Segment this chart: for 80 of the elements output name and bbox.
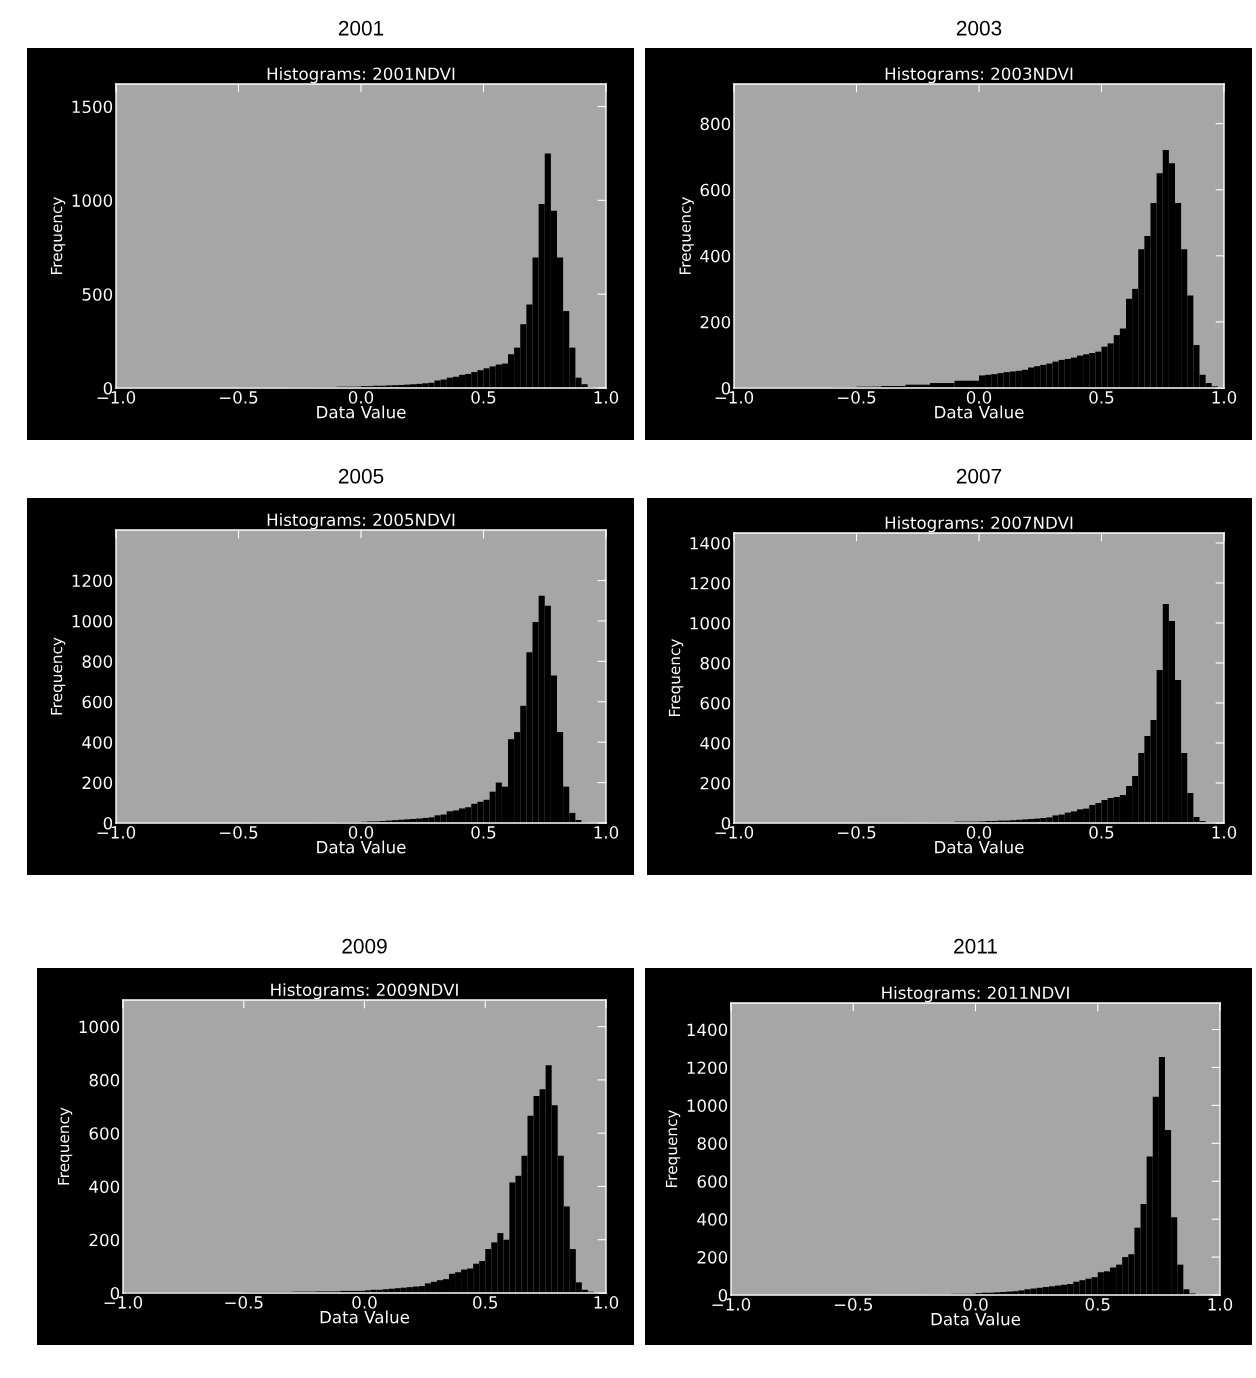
x-axis-title: Data Value bbox=[935, 405, 1024, 419]
x-tick-label: 0.5 bbox=[473, 1296, 498, 1309]
x-tick-label: 1.0 bbox=[594, 1296, 619, 1309]
y-tick-label: 500 bbox=[82, 288, 113, 301]
y-tick-label: 800 bbox=[700, 656, 731, 670]
x-axis-title: Data Value bbox=[931, 1312, 1021, 1326]
chart-title: 2001 bbox=[338, 20, 384, 36]
y-tick-label: 400 bbox=[697, 1213, 728, 1226]
chart-subtitle: Histograms: 2007NDVI bbox=[885, 516, 1073, 533]
x-tick-label: 1.0 bbox=[594, 826, 619, 839]
x-tick-label: 0.0 bbox=[966, 826, 992, 839]
y-tick-label: 1000 bbox=[79, 1020, 120, 1034]
chart-title: 2011 bbox=[954, 938, 997, 954]
x-tick-label: 0.0 bbox=[352, 1296, 377, 1309]
x-axis-title: Data Value bbox=[317, 840, 406, 854]
chart-title: 2009 bbox=[342, 938, 387, 954]
x-tick-label: −0.5 bbox=[834, 1298, 873, 1311]
y-tick-label: 1200 bbox=[72, 574, 113, 588]
y-tick-label: 400 bbox=[82, 736, 113, 749]
y-axis-title: Frequency bbox=[50, 637, 66, 715]
x-tick-label: −0.5 bbox=[220, 826, 258, 839]
y-tick-label: 1400 bbox=[687, 1023, 728, 1037]
y-tick-label: 600 bbox=[700, 183, 731, 197]
chart-subtitle: Histograms: 2001NDVI bbox=[267, 67, 455, 84]
x-axis-title: Data Value bbox=[317, 405, 406, 419]
x-tick-label: 1.0 bbox=[1208, 1298, 1233, 1311]
y-tick-label: 600 bbox=[700, 696, 731, 710]
y-tick-label: 1400 bbox=[690, 536, 731, 550]
x-axis-title: Data Value bbox=[320, 1310, 410, 1324]
x-tick-label: 0.0 bbox=[966, 391, 992, 404]
x-tick-label: 1.0 bbox=[594, 391, 619, 404]
y-tick-label: 200 bbox=[82, 776, 113, 790]
y-tick-label: 1000 bbox=[72, 194, 113, 207]
y-tick-label: 1000 bbox=[72, 614, 113, 628]
y-tick-label: 800 bbox=[697, 1137, 728, 1150]
y-tick-label: 600 bbox=[697, 1175, 728, 1188]
x-axis-title: Data Value bbox=[935, 840, 1024, 854]
y-tick-label: 800 bbox=[82, 655, 113, 668]
x-tick-label: 0.0 bbox=[963, 1298, 988, 1311]
y-tick-label: 200 bbox=[697, 1251, 728, 1264]
y-tick-label: 600 bbox=[89, 1127, 120, 1140]
y-tick-label: 400 bbox=[700, 249, 731, 263]
x-tick-label: 0.5 bbox=[471, 826, 496, 839]
y-axis-title: Frequency bbox=[668, 639, 684, 716]
y-tick-label: 800 bbox=[89, 1073, 120, 1087]
y-tick-label: 200 bbox=[700, 315, 731, 329]
y-tick-label: 200 bbox=[700, 776, 731, 790]
chart-subtitle: Histograms: 2005NDVI bbox=[267, 513, 455, 530]
x-tick-label: 0.5 bbox=[1089, 826, 1114, 839]
y-axis-title: Frequency bbox=[665, 1110, 681, 1187]
x-tick-label: 1.0 bbox=[1212, 826, 1237, 839]
y-tick-label: 1000 bbox=[690, 616, 731, 630]
x-tick-label: −0.5 bbox=[838, 391, 876, 404]
x-tick-label: 1.0 bbox=[1212, 391, 1237, 404]
x-tick-label: −0.5 bbox=[225, 1296, 263, 1309]
y-axis-title: Frequency bbox=[57, 1107, 73, 1185]
y-tick-label: 1000 bbox=[687, 1099, 728, 1112]
chart-subtitle: Histograms: 2009NDVI bbox=[271, 983, 458, 1000]
y-axis-title: Frequency bbox=[679, 197, 694, 274]
x-tick-label: 0.5 bbox=[1085, 1298, 1110, 1311]
y-tick-label: 1200 bbox=[690, 576, 731, 590]
chart-title: 2003 bbox=[956, 20, 1002, 36]
y-axis-title: Frequency bbox=[50, 197, 66, 274]
y-tick-label: 200 bbox=[89, 1233, 120, 1247]
chart-title: 2005 bbox=[338, 468, 384, 484]
x-tick-label: 0.0 bbox=[348, 826, 374, 839]
y-tick-label: 800 bbox=[700, 117, 731, 131]
x-tick-label: 0.5 bbox=[1089, 391, 1114, 404]
x-tick-label: −0.5 bbox=[220, 391, 258, 404]
y-tick-label: 1200 bbox=[687, 1061, 728, 1075]
chart-title: 2007 bbox=[956, 468, 1002, 484]
y-tick-label: 400 bbox=[89, 1180, 120, 1194]
x-tick-label: 0.0 bbox=[348, 391, 374, 404]
y-tick-label: 400 bbox=[700, 736, 731, 750]
x-tick-label: 0.5 bbox=[471, 391, 496, 404]
chart-subtitle: Histograms: 2003NDVI bbox=[885, 67, 1073, 84]
x-tick-label: −0.5 bbox=[838, 826, 876, 839]
chart-subtitle: Histograms: 2011NDVI bbox=[882, 986, 1069, 1003]
y-tick-label: 600 bbox=[82, 695, 113, 709]
y-tick-label: 1500 bbox=[72, 100, 113, 114]
